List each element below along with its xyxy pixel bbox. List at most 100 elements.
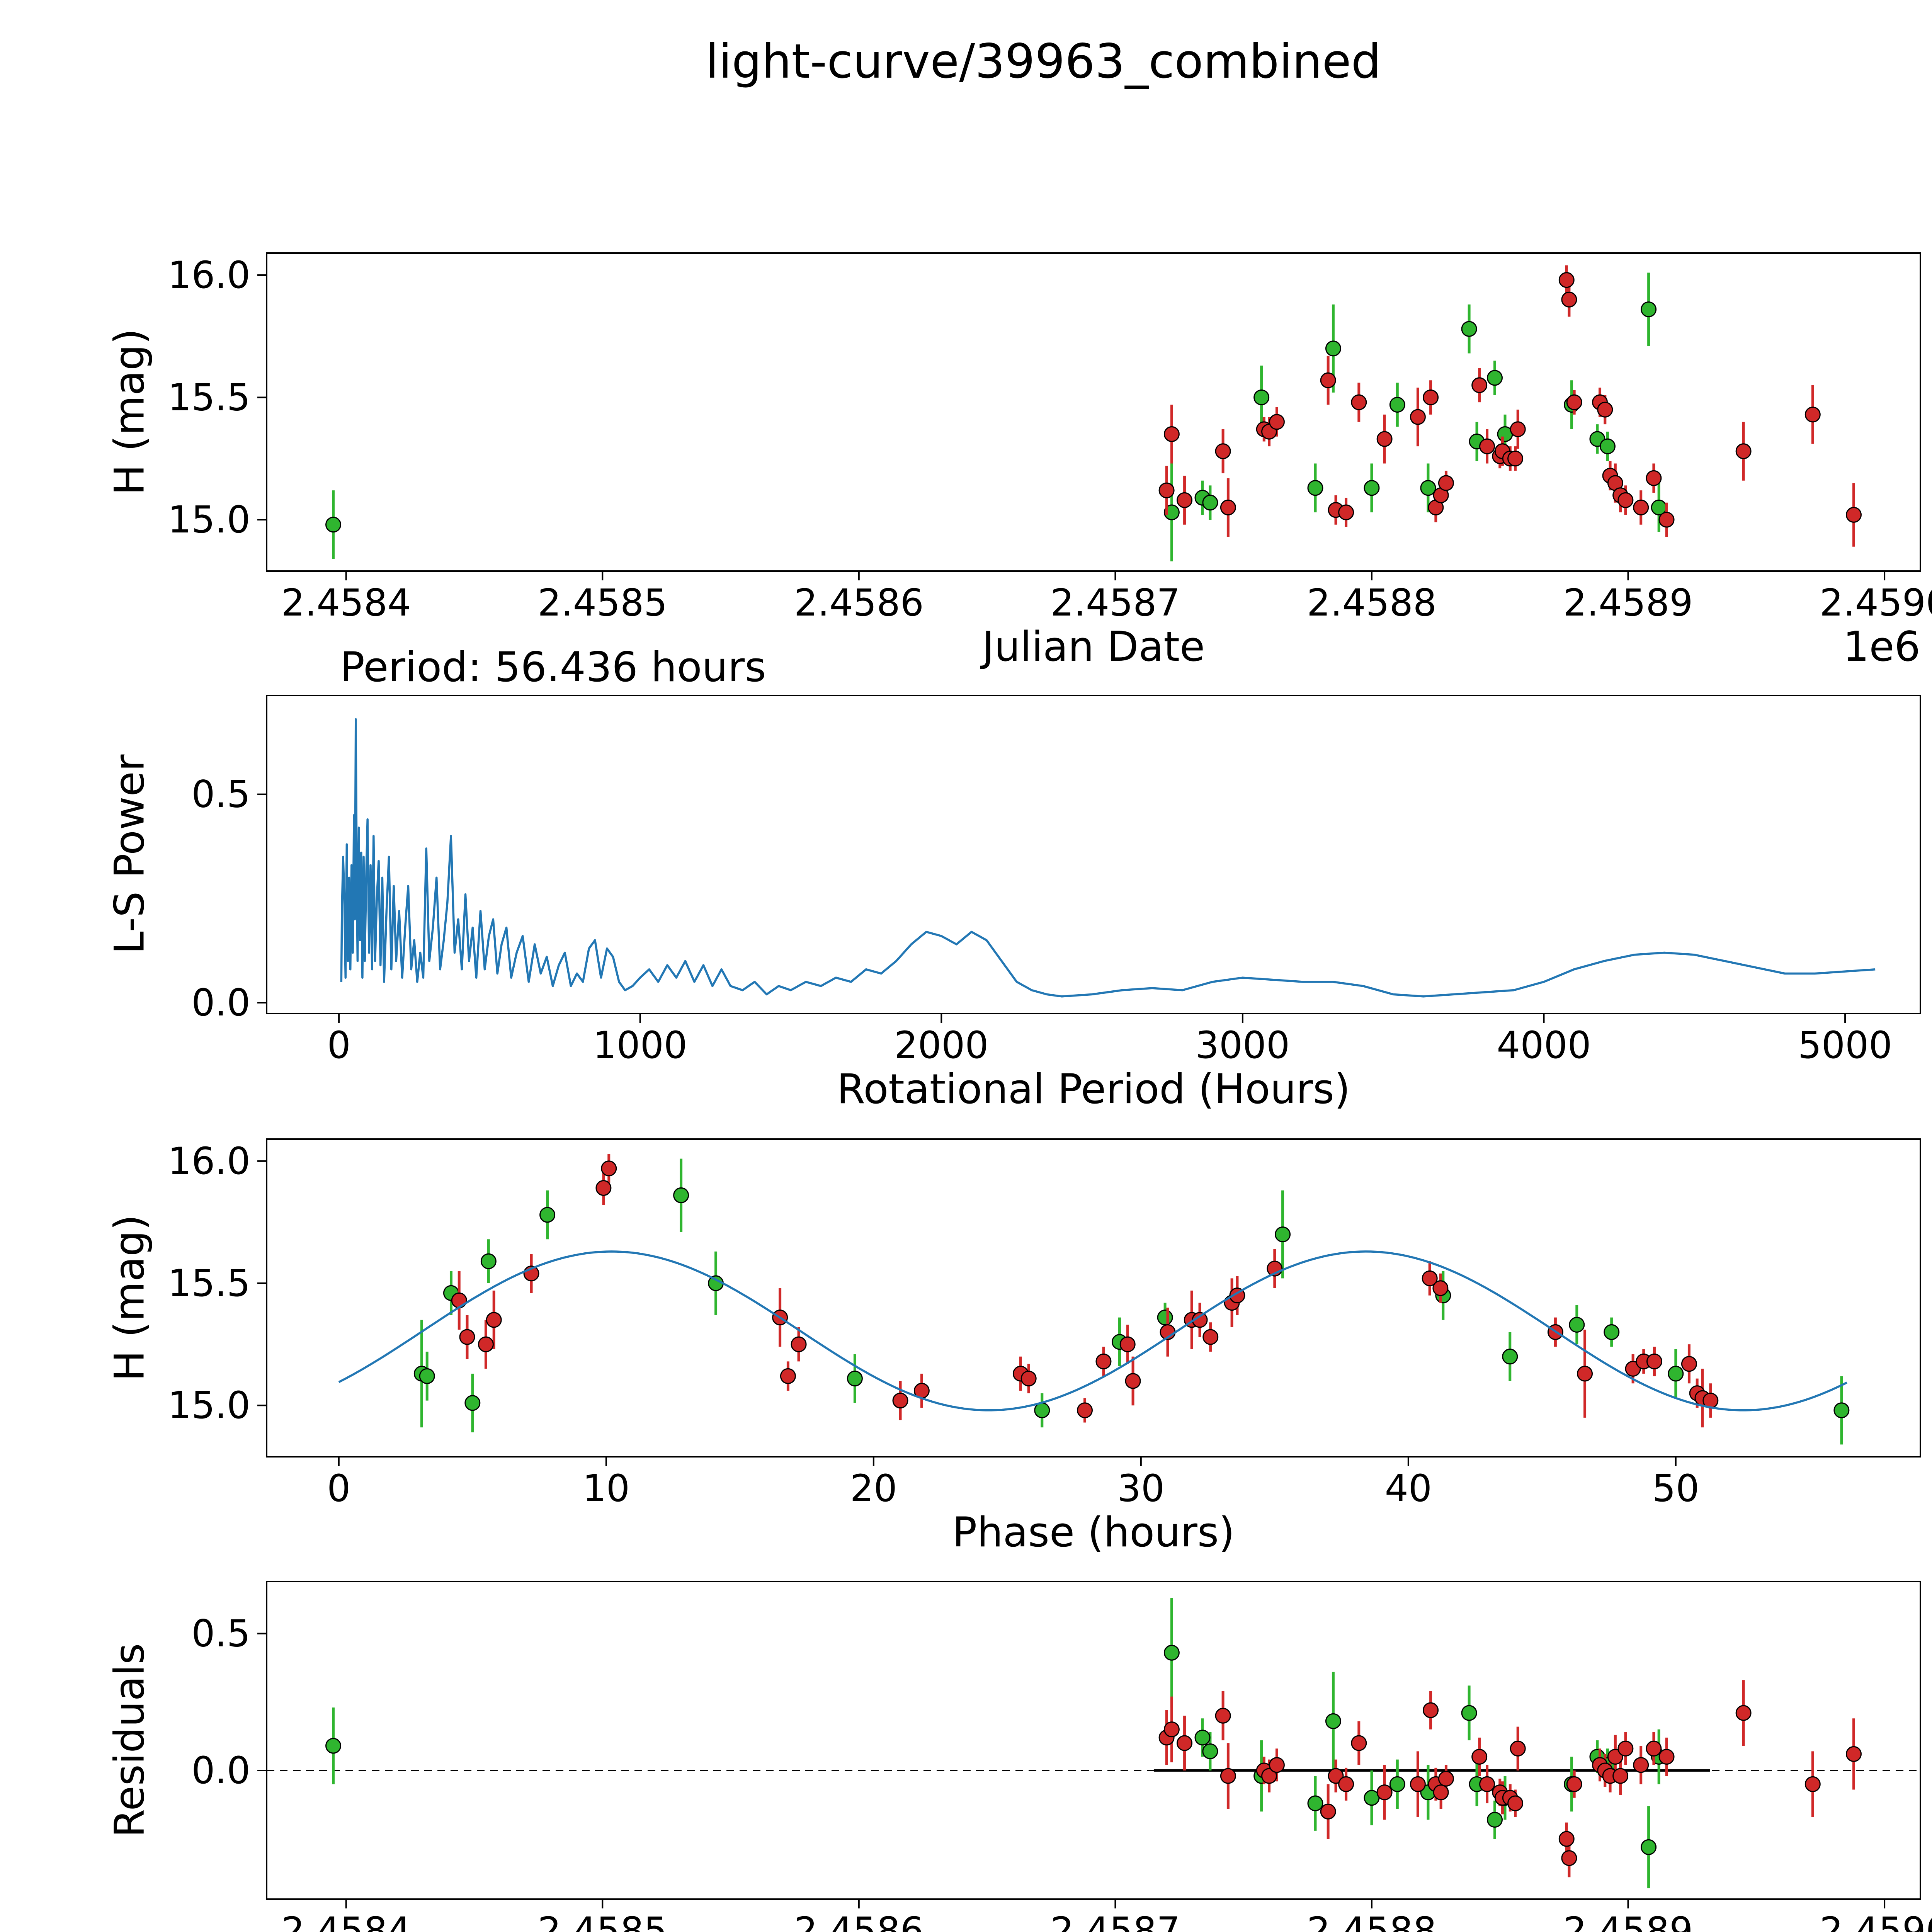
x-tick-label: 1000 [593,1024,687,1067]
data-point [1646,1353,1662,1369]
y-tick-label: 15.5 [168,1262,250,1305]
series-green-obs [413,1158,1850,1445]
data-point [1646,470,1662,486]
data-point [1833,1402,1850,1418]
x-tick-label: 30 [1117,1467,1165,1510]
y-tick-label: 0.5 [191,773,250,816]
data-point [1376,1784,1393,1801]
data-point [1486,1812,1503,1828]
data-point [1471,377,1488,393]
data-point [325,517,342,533]
panel-lightcurve: 2.4584 2.4585 2.4586 2.4587 2.4588 2.4589 2.45… [168,252,1932,624]
data-point [1125,1373,1141,1389]
x-tick-label: 10 [583,1467,630,1510]
data-point [1804,406,1821,423]
data-point [539,1207,556,1223]
data-point [1269,414,1285,430]
data-point [1486,370,1503,386]
data-point [1804,1776,1821,1792]
data-point [1566,394,1582,410]
data-point [1617,492,1634,508]
x-tick-label: 2000 [894,1024,988,1067]
data-point [1253,389,1270,406]
data-point [419,1368,435,1384]
data-point [1389,397,1405,413]
data-point [1215,1708,1231,1724]
data-point [892,1393,908,1409]
offset-label-lightcurve: 1e6 [1843,623,1920,670]
data-point [1163,504,1180,520]
data-point [464,1395,481,1411]
data-point [1202,495,1218,511]
data-point [1163,426,1180,442]
axes-frame [266,1138,1921,1458]
data-point [1410,1776,1426,1792]
x-tick-label: 2.4587 [1050,1909,1180,1932]
data-point [1604,1324,1620,1340]
data-point [1735,443,1752,459]
panel-residuals: 2.4584 2.4585 2.4586 2.4587 2.4588 2.4589 2.45… [191,1581,1932,1932]
data-point [1510,421,1526,437]
data-point [1558,1831,1575,1847]
axes-frame [266,252,1921,572]
x-tick-label: 2.4586 [794,1909,924,1932]
figure-title: light-curve/39963_combined [705,34,1381,89]
series-green-obs [325,272,1667,561]
data-point [1077,1402,1093,1418]
data-point [1338,504,1354,520]
data-point [325,1738,342,1754]
data-point [1479,438,1495,454]
y-tick-label: 16.0 [168,1139,250,1183]
data-point [1438,1770,1454,1787]
data-point [1845,507,1862,523]
data-point [847,1371,863,1387]
y-tick-label: 0.5 [191,1612,250,1655]
data-point [1735,1705,1752,1721]
data-point [1633,499,1649,515]
x-tick-label: 4000 [1497,1024,1591,1067]
x-tick-label: 50 [1652,1467,1699,1510]
x-tick-label: 2.4584 [281,581,411,624]
data-point [1438,475,1454,491]
ylabel-lightcurve: H (mag) [105,328,153,495]
y-tick-label: 0.0 [191,1749,250,1792]
series-red-res [1158,1680,1862,1878]
data-point [451,1292,467,1308]
data-point [1202,1329,1219,1345]
data-point [478,1336,494,1352]
data-point [1215,443,1231,459]
data-point [1163,1645,1180,1661]
data-point [1845,1746,1862,1762]
data-point [1433,1784,1449,1801]
data-point [480,1253,497,1269]
data-point [1507,1795,1524,1811]
ylabel-periodogram: L-S Power [105,754,153,954]
data-point [1034,1402,1050,1418]
data-point [1163,1721,1180,1738]
data-point [1320,1803,1336,1820]
x-tick-label: 2.4589 [1563,581,1693,624]
data-point [1510,1740,1526,1757]
x-tick-label: 0 [327,1467,350,1510]
data-point [1561,1850,1577,1866]
data-point [1658,1749,1675,1765]
data-point [459,1329,475,1345]
y-tick-label: 15.5 [168,376,250,419]
data-point [1432,1280,1449,1296]
data-point [1275,1226,1291,1243]
data-point [673,1187,689,1203]
data-point [1423,389,1439,406]
series-red-obs [1158,265,1862,547]
data-point [1561,291,1577,308]
data-point [1668,1366,1684,1382]
data-point [1095,1353,1112,1369]
data-point [1020,1371,1037,1387]
data-point [486,1312,502,1328]
x-tick-label: 2.4588 [1307,581,1437,624]
panel-phased: 0 10 20 30 40 50 15.0 15.5 16.0 [168,1138,1921,1510]
period-annotation: Period: 56.436 hours [340,643,766,691]
data-point [1119,1336,1136,1352]
x-tick-label: 3000 [1196,1024,1290,1067]
